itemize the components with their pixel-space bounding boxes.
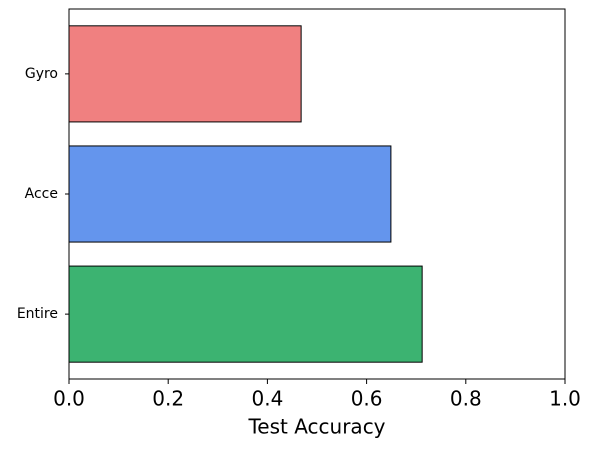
x-tick-label: 0.4 [251, 387, 283, 411]
x-axis-label: Test Accuracy [247, 415, 385, 439]
x-tick-label: 0.2 [152, 387, 184, 411]
y-tick-label: Gyro [25, 66, 58, 82]
bar [68, 25, 302, 123]
plot-frame [68, 8, 566, 380]
x-tick-label: 0.6 [351, 387, 383, 411]
y-tick-label: Entire [17, 306, 58, 322]
x-tick-label: 1.0 [549, 387, 581, 411]
bar [68, 265, 423, 363]
x-tick-label: 0.0 [53, 387, 85, 411]
y-tick-label: Acce [25, 186, 58, 202]
bar [68, 145, 392, 243]
x-tick-label: 0.8 [450, 387, 482, 411]
